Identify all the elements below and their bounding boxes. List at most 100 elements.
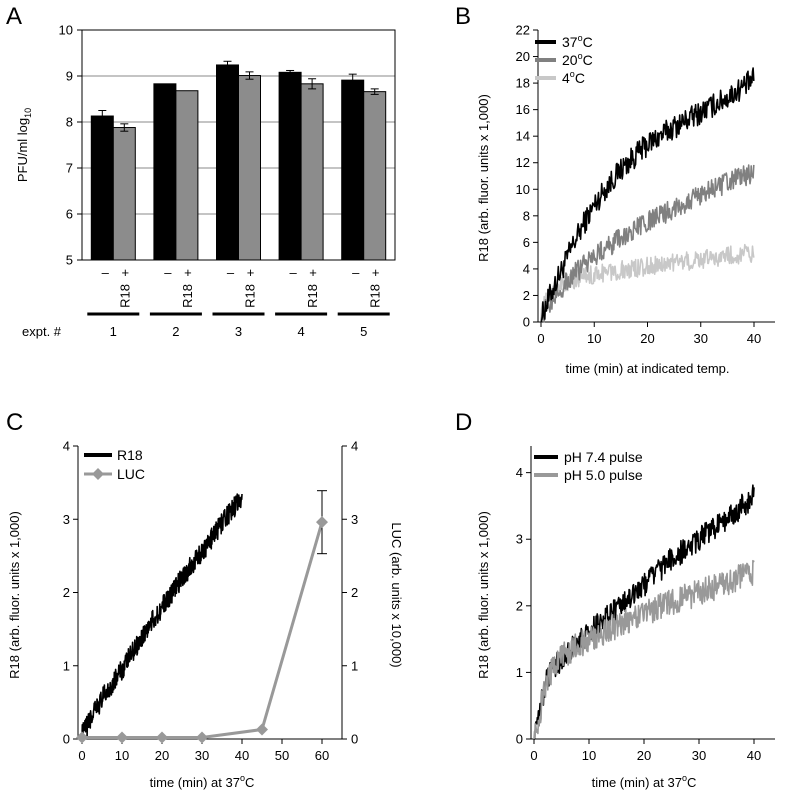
- a-y-tick-label: 9: [66, 69, 73, 84]
- b-y-tick-label: 4: [523, 261, 530, 276]
- c-y-tick-label: 0: [63, 732, 70, 747]
- c-legend-label-1: LUC: [117, 466, 145, 482]
- b-x-tick-label: 10: [587, 331, 601, 346]
- panel-letter-c: C: [6, 409, 23, 436]
- a-minus-label: –: [164, 265, 172, 280]
- a-plus-label: +: [309, 265, 317, 280]
- c-y2-tick-label: 3: [351, 512, 358, 527]
- a-bar-minus-expt-1: [90, 115, 114, 261]
- d-y-axis-label: R18 (arb. fluor. units x 1,000): [476, 511, 491, 679]
- d-y-tick-label: 1: [516, 665, 523, 680]
- b-series-line-1: [540, 164, 755, 323]
- b-y-tick-label: 6: [523, 235, 530, 250]
- c-x-tick-label: 50: [275, 748, 289, 763]
- c-luc-point: [116, 731, 128, 744]
- a-bar-minus-expt-3: [216, 64, 239, 261]
- b-y-tick-label: 20: [516, 49, 530, 64]
- a-bar-plus-expt-1: [112, 127, 136, 261]
- a-group-label: 2: [172, 324, 179, 339]
- d-x-tick-label: 10: [582, 748, 596, 763]
- a-y-tick-label: 8: [66, 115, 73, 130]
- a-r18-label: R18: [243, 284, 258, 308]
- a-bar-minus-expt-5: [341, 79, 365, 261]
- c-y2-tick-label: 2: [351, 585, 358, 600]
- b-legend-label-2: 4oC: [562, 69, 585, 86]
- d-x-tick-label: 40: [747, 748, 761, 763]
- a-r18-label: R18: [305, 284, 320, 308]
- c-y-axis-label: R18 (arb. fluor. units x 1,000): [7, 511, 22, 679]
- a-bar-plus-expt-5: [363, 91, 387, 261]
- c-y-tick-label: 4: [63, 439, 70, 454]
- a-y-tick-label: 10: [59, 23, 73, 38]
- c-luc-line: [82, 521, 324, 739]
- c-y2-tick-label: 0: [351, 732, 358, 747]
- a-bar-plus-expt-2: [175, 90, 199, 261]
- a-r18-label: R18: [180, 284, 195, 308]
- c-x-tick-label: 10: [115, 748, 129, 763]
- panel-b-line-chart: 0 2 4 6 8 10 12 14 16 18 20 22 0 10 20 30 40 time (min) a…: [476, 23, 775, 376]
- d-y-tick-label: 2: [516, 598, 523, 613]
- c-x-tick-label: 20: [155, 748, 169, 763]
- d-x-axis-label: time (min) at 37oC: [592, 773, 697, 790]
- c-luc-point: [76, 731, 88, 744]
- a-group-label: 5: [360, 324, 367, 339]
- c-legend-marker-1: [92, 468, 104, 480]
- b-y-tick-label: 10: [516, 182, 530, 197]
- d-x-tick-label: 30: [692, 748, 706, 763]
- b-legend-label-1: 20oC: [562, 51, 593, 68]
- c-x-tick-label: 40: [235, 748, 249, 763]
- a-y-tick-label: 6: [66, 207, 73, 222]
- c-legend-label-0: R18: [117, 447, 143, 463]
- a-minus-label: –: [227, 265, 235, 280]
- d-y-tick-label: 0: [516, 732, 523, 747]
- a-plus-label: +: [372, 265, 380, 280]
- d-series-line-1: [533, 559, 755, 740]
- b-legend-label-0: 37oC: [562, 33, 593, 50]
- c-x-tick-label: 0: [78, 748, 85, 763]
- d-legend-label-0: pH 7.4 pulse: [564, 449, 643, 465]
- a-group-label: 4: [297, 324, 304, 339]
- c-luc-point: [256, 723, 268, 736]
- a-r18-label: R18: [117, 284, 132, 308]
- b-x-tick-label: 40: [747, 331, 761, 346]
- c-y2-axis-label: LUC (arb. units x 10,000): [389, 522, 404, 667]
- panel-letter-b: B: [455, 3, 471, 30]
- a-plus-label: +: [122, 265, 130, 280]
- a-minus-label: –: [102, 265, 110, 280]
- c-y2-tick-label: 4: [351, 439, 358, 454]
- b-y-tick-label: 22: [516, 23, 530, 38]
- a-y-tick-label: 5: [66, 253, 73, 268]
- c-luc-point: [196, 731, 208, 744]
- b-y-tick-label: 2: [523, 288, 530, 303]
- c-y2-tick-label: 1: [351, 658, 358, 673]
- c-x-tick-label: 30: [195, 748, 209, 763]
- b-x-tick-label: 0: [537, 331, 544, 346]
- a-y-axis-label: PFU/ml log10: [15, 108, 33, 182]
- d-x-tick-label: 0: [530, 748, 537, 763]
- a-bar-minus-expt-4: [278, 71, 302, 261]
- b-series-line-2: [540, 243, 755, 321]
- c-series-line-0: [81, 493, 243, 740]
- a-y-tick-label: 7: [66, 161, 73, 176]
- b-y-tick-label: 18: [516, 76, 530, 91]
- a-group-label: 1: [110, 324, 117, 339]
- a-plus-label: +: [247, 265, 255, 280]
- b-y-tick-label: 0: [523, 315, 530, 330]
- d-legend-label-1: pH 5.0 pulse: [564, 467, 643, 483]
- c-x-tick-label: 60: [315, 748, 329, 763]
- panel-letter-a: A: [6, 3, 22, 30]
- a-minus-label: –: [289, 265, 297, 280]
- a-minus-label: –: [352, 265, 360, 280]
- a-group-axis-label: expt. #: [22, 324, 62, 339]
- a-r18-label: R18: [368, 284, 383, 308]
- a-bar-plus-expt-3: [238, 75, 261, 261]
- c-y-tick-label: 1: [63, 658, 70, 673]
- c-luc-point: [156, 731, 168, 744]
- c-luc-point: [316, 516, 328, 529]
- c-y-tick-label: 2: [63, 585, 70, 600]
- b-y-tick-label: 8: [523, 208, 530, 223]
- b-y-tick-label: 16: [516, 102, 530, 117]
